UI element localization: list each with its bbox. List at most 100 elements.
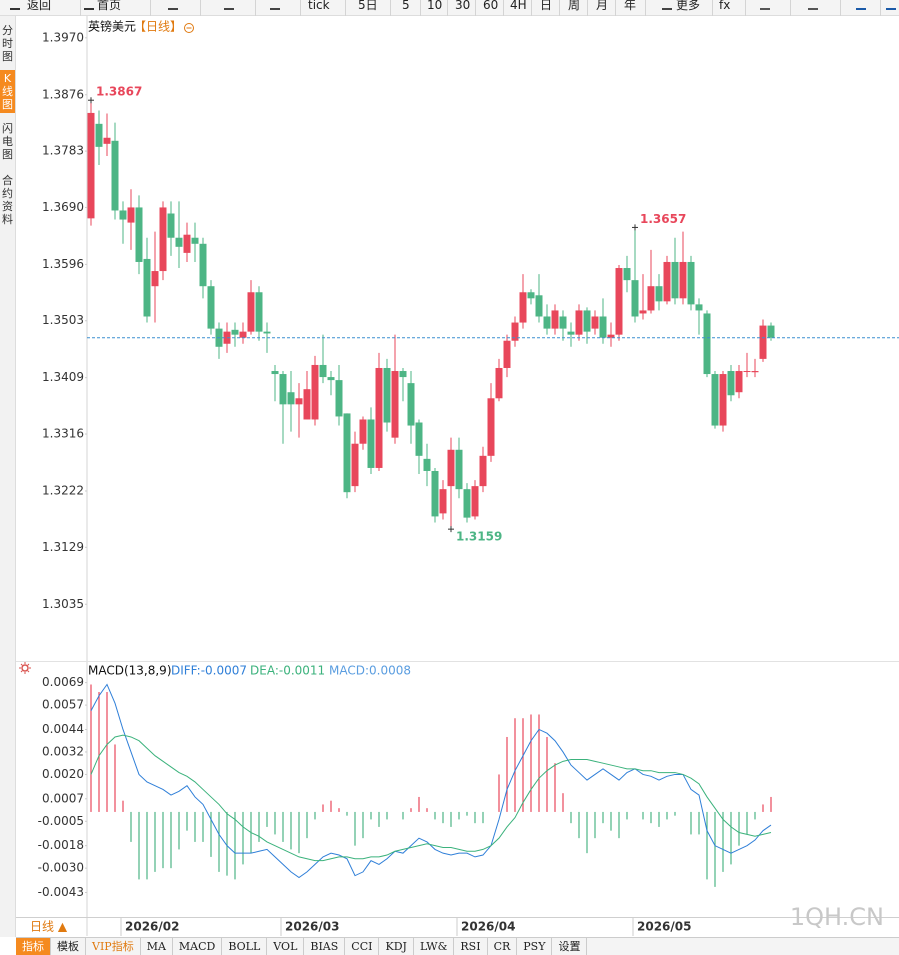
indicator-tab[interactable]: MACD xyxy=(173,938,223,955)
extreme-label: 1.3159 xyxy=(456,530,502,544)
toolbar-separator xyxy=(531,0,532,16)
indicator-tab[interactable]: CR xyxy=(488,938,518,955)
toolbar-separator xyxy=(390,0,391,16)
toolbar-separator xyxy=(300,0,301,16)
candle-body xyxy=(311,364,319,420)
candle-body xyxy=(711,374,719,426)
toolbar-button[interactable]: 5日 xyxy=(358,0,378,12)
indicator-tab[interactable]: CCI xyxy=(345,938,380,955)
sidebar-tab[interactable]: 合约资料 xyxy=(2,174,13,226)
indicator-tab[interactable]: RSI xyxy=(454,938,488,955)
x-tick-label: 2026/02 xyxy=(125,920,179,934)
candle-body xyxy=(719,374,727,426)
candle-body xyxy=(255,292,263,332)
toolbar-icon[interactable] xyxy=(760,2,770,10)
candle-body xyxy=(103,137,111,144)
sidebar-tab[interactable]: K线图 xyxy=(0,70,15,113)
y-tick-label: -0.0018 xyxy=(38,838,84,852)
candle-body xyxy=(615,268,623,335)
candle-body xyxy=(399,371,407,378)
candle-body xyxy=(199,243,207,287)
toolbar-button[interactable]: 周 xyxy=(568,0,581,12)
candle-body xyxy=(575,310,583,335)
indicator-tab[interactable]: 模板 xyxy=(51,938,86,955)
candle-body xyxy=(111,140,119,211)
settings-icon[interactable] xyxy=(19,662,31,674)
candle-body xyxy=(247,292,255,332)
y-tick-label: 0.0057 xyxy=(42,698,84,712)
toolbar-button[interactable]: tick xyxy=(308,0,330,12)
candle-body xyxy=(727,371,735,396)
macd-line xyxy=(90,734,772,862)
toolbar-icon[interactable] xyxy=(856,2,866,10)
candle-body xyxy=(279,374,287,405)
indicator-tab[interactable]: 设置 xyxy=(552,938,588,955)
toolbar-button[interactable]: 5 xyxy=(402,0,410,12)
candle-body xyxy=(527,292,535,299)
y-tick-label: 1.3783 xyxy=(42,144,84,158)
toolbar-button[interactable]: 返回 xyxy=(27,0,52,12)
y-tick-label: 1.3409 xyxy=(42,370,84,384)
toolbar-icon[interactable] xyxy=(84,2,94,10)
indicator-tab[interactable]: KDJ xyxy=(379,938,414,955)
toolbar-icon[interactable] xyxy=(662,2,672,10)
toolbar-icon[interactable] xyxy=(808,2,818,10)
toolbar-button[interactable]: 4H xyxy=(510,0,527,12)
candle-body xyxy=(743,371,751,373)
legend-entry: DIFF:-0.0007 xyxy=(171,664,247,678)
indicator-title: MACD(13,8,9) xyxy=(88,664,172,678)
macd-line xyxy=(90,683,772,879)
toolbar-icon[interactable] xyxy=(886,2,896,10)
indicator-tab[interactable]: BIAS xyxy=(304,938,346,955)
candle-body xyxy=(535,295,543,317)
toolbar-icon[interactable] xyxy=(10,2,20,10)
toolbar-button[interactable]: 月 xyxy=(596,0,609,12)
candle-body xyxy=(455,449,463,490)
sidebar-tab[interactable]: 闪电图 xyxy=(2,122,13,161)
indicator-tab[interactable]: BOLL xyxy=(222,938,268,955)
indicator-tab[interactable]: VIP指标 xyxy=(86,938,141,955)
indicator-tab[interactable]: MA xyxy=(141,938,173,955)
candle-body xyxy=(383,367,391,423)
collapse-icon[interactable] xyxy=(184,23,194,33)
toolbar-button[interactable]: 年 xyxy=(624,0,637,12)
candle-body xyxy=(543,316,551,329)
toolbar-button[interactable]: 首页 xyxy=(97,0,122,12)
indicator-tab[interactable]: VOL xyxy=(267,938,305,955)
toolbar-separator xyxy=(345,0,346,16)
candle-body xyxy=(671,261,679,299)
candle-body xyxy=(703,313,711,375)
toolbar-separator xyxy=(475,0,476,16)
extreme-label: 1.3867 xyxy=(96,85,142,99)
candle-body xyxy=(559,316,567,329)
indicator-tab[interactable]: 指标 xyxy=(16,938,51,955)
y-tick-label: 1.3316 xyxy=(42,427,84,441)
candle-body xyxy=(591,316,599,329)
toolbar-button[interactable]: fx xyxy=(719,0,731,12)
candle-body xyxy=(607,334,615,338)
y-tick-label: -0.0043 xyxy=(38,885,84,899)
candle-body xyxy=(647,286,655,311)
y-tick-label: 1.3503 xyxy=(42,313,84,327)
candle-body xyxy=(735,371,743,393)
candle-body xyxy=(503,340,511,368)
toolbar-icon[interactable] xyxy=(224,2,234,10)
candle-body xyxy=(287,392,295,405)
toolbar-icon[interactable] xyxy=(270,2,280,10)
indicator-tab[interactable]: LW& xyxy=(414,938,455,955)
toolbar-separator xyxy=(790,0,791,16)
toolbar-button[interactable]: 10 xyxy=(427,0,443,12)
toolbar-separator xyxy=(447,0,448,16)
sidebar-tab[interactable]: 分时图 xyxy=(2,24,13,63)
toolbar-button[interactable]: 60 xyxy=(483,0,499,12)
toolbar-icon[interactable] xyxy=(168,2,178,10)
toolbar-button[interactable]: 日 xyxy=(540,0,553,12)
candle-body xyxy=(679,261,687,299)
indicator-tab[interactable]: PSY xyxy=(517,938,553,955)
toolbar-button[interactable]: 30 xyxy=(455,0,471,12)
candle-body xyxy=(463,489,471,518)
toolbar-separator xyxy=(645,0,646,16)
toolbar-button[interactable]: 更多 xyxy=(676,0,701,12)
candle-body xyxy=(295,398,303,405)
